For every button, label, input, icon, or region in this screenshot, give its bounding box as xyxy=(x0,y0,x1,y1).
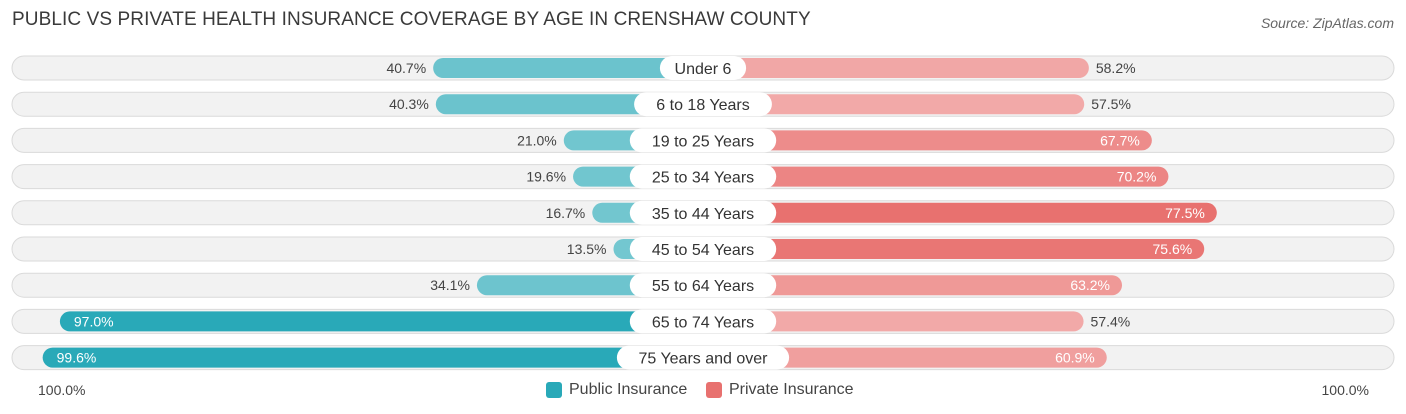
category-label: 35 to 44 Years xyxy=(652,206,754,223)
bar-public xyxy=(433,58,703,78)
legend-item-public[interactable]: Public Insurance xyxy=(546,379,687,401)
category-pill xyxy=(629,200,777,225)
value-label-private: 58.2% xyxy=(1096,60,1136,76)
category-label: 25 to 34 Years xyxy=(652,170,754,187)
value-label-private: 60.9% xyxy=(1055,350,1095,366)
axis-label-left: 100.0% xyxy=(38,382,85,398)
legend-swatch-private xyxy=(706,382,722,398)
value-label-private: 67.7% xyxy=(1100,132,1140,148)
chart-title: PUBLIC VS PRIVATE HEALTH INSURANCE COVER… xyxy=(12,9,811,30)
bar-private xyxy=(703,130,1152,151)
value-label-private: 63.2% xyxy=(1070,277,1110,293)
value-label-public: 99.6% xyxy=(57,350,97,366)
legend: Public Insurance Private Insurance xyxy=(0,379,1406,401)
chart-row: 16.7% 77.5% 35 to 44 Years xyxy=(11,200,1395,226)
category-label: 19 to 25 Years xyxy=(652,133,754,150)
category-pill xyxy=(629,273,777,298)
value-label-private: 57.5% xyxy=(1091,96,1131,112)
category-pill xyxy=(629,164,777,189)
bar-private xyxy=(703,275,1123,296)
category-label: Under 6 xyxy=(675,61,732,78)
chart-row: 21.0% 67.7% 19 to 25 Years xyxy=(11,127,1395,153)
category-pill xyxy=(634,92,772,117)
value-label-public: 16.7% xyxy=(546,205,586,221)
bar-private xyxy=(703,58,1089,78)
value-label-public: 40.7% xyxy=(386,60,426,76)
value-label-public: 13.5% xyxy=(567,241,607,257)
bar-public xyxy=(42,347,704,368)
value-label-private: 57.4% xyxy=(1091,313,1131,329)
category-label: 45 to 54 Years xyxy=(652,242,754,259)
category-pill xyxy=(629,128,777,153)
chart-row: 40.3% 57.5% 6 to 18 Years xyxy=(11,91,1395,117)
value-label-public: 34.1% xyxy=(430,277,470,293)
category-pill xyxy=(629,309,777,334)
category-label: 55 to 64 Years xyxy=(652,278,754,295)
chart-row: 19.6% 70.2% 25 to 34 Years xyxy=(11,164,1395,190)
bar-public xyxy=(59,311,703,332)
category-pill xyxy=(629,237,777,261)
chart-row: 13.5% 75.6% 45 to 54 Years xyxy=(11,236,1395,262)
source-label: Source: ZipAtlas.com xyxy=(1260,15,1394,31)
bar-private xyxy=(703,166,1169,187)
value-label-private: 77.5% xyxy=(1165,205,1205,221)
axis-label-right: 100.0% xyxy=(1322,382,1369,398)
legend-label-private: Private Insurance xyxy=(729,381,854,398)
chart-row: 40.7% 58.2% Under 6 xyxy=(11,55,1395,81)
value-label-public: 97.0% xyxy=(74,313,114,329)
category-label: 75 Years and over xyxy=(639,351,769,368)
value-label-private: 75.6% xyxy=(1153,241,1193,257)
legend-item-private[interactable]: Private Insurance xyxy=(706,379,854,401)
bar-private xyxy=(703,239,1205,259)
value-label-private: 70.2% xyxy=(1117,169,1157,185)
chart-row: 97.0% 57.4% 65 to 74 Years xyxy=(11,308,1395,334)
category-pill xyxy=(616,345,790,370)
legend-swatch-public xyxy=(546,382,562,398)
value-label-public: 40.3% xyxy=(389,96,429,112)
bar-private xyxy=(703,94,1085,115)
value-label-public: 19.6% xyxy=(526,169,566,185)
bar-private xyxy=(703,347,1107,368)
category-label: 6 to 18 Years xyxy=(656,97,749,114)
bar-private xyxy=(703,202,1217,223)
chart-row: 99.6% 60.9% 75 Years and over xyxy=(11,345,1395,371)
legend-label-public: Public Insurance xyxy=(569,381,688,398)
category-pill xyxy=(659,56,747,80)
category-label: 65 to 74 Years xyxy=(652,314,754,331)
chart-row: 34.1% 63.2% 55 to 64 Years xyxy=(11,272,1395,298)
bar-private xyxy=(703,311,1084,332)
value-label-public: 21.0% xyxy=(517,132,557,148)
